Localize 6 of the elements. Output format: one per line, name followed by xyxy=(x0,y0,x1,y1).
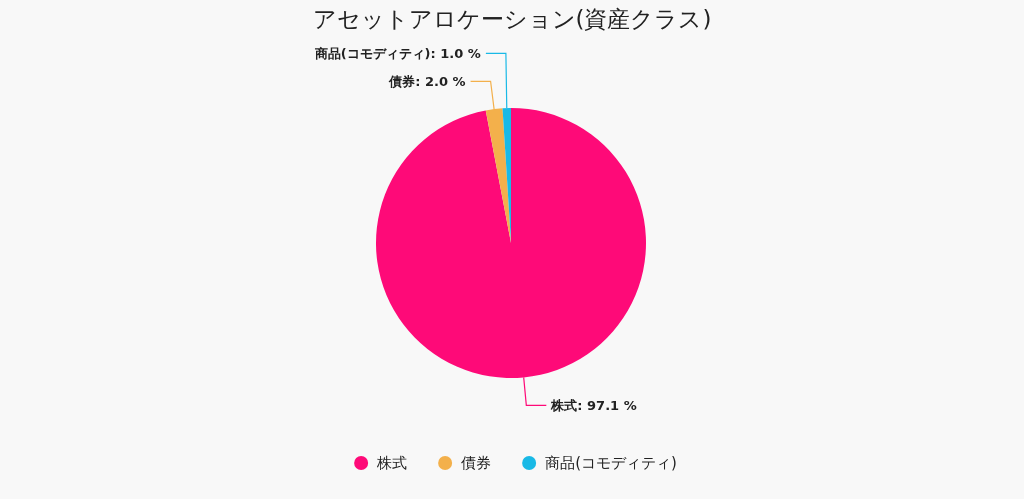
legend-label: 株式 xyxy=(376,454,408,472)
legend-label: 債券 xyxy=(461,454,492,472)
data-label: 商品(コモディティ): 1.0 % xyxy=(313,46,481,62)
chart-title: アセットアロケーション(資産クラス) xyxy=(312,6,712,32)
data-label: 債券: 2.0 % xyxy=(388,74,466,90)
data-label: 株式: 97.1 % xyxy=(550,398,637,414)
